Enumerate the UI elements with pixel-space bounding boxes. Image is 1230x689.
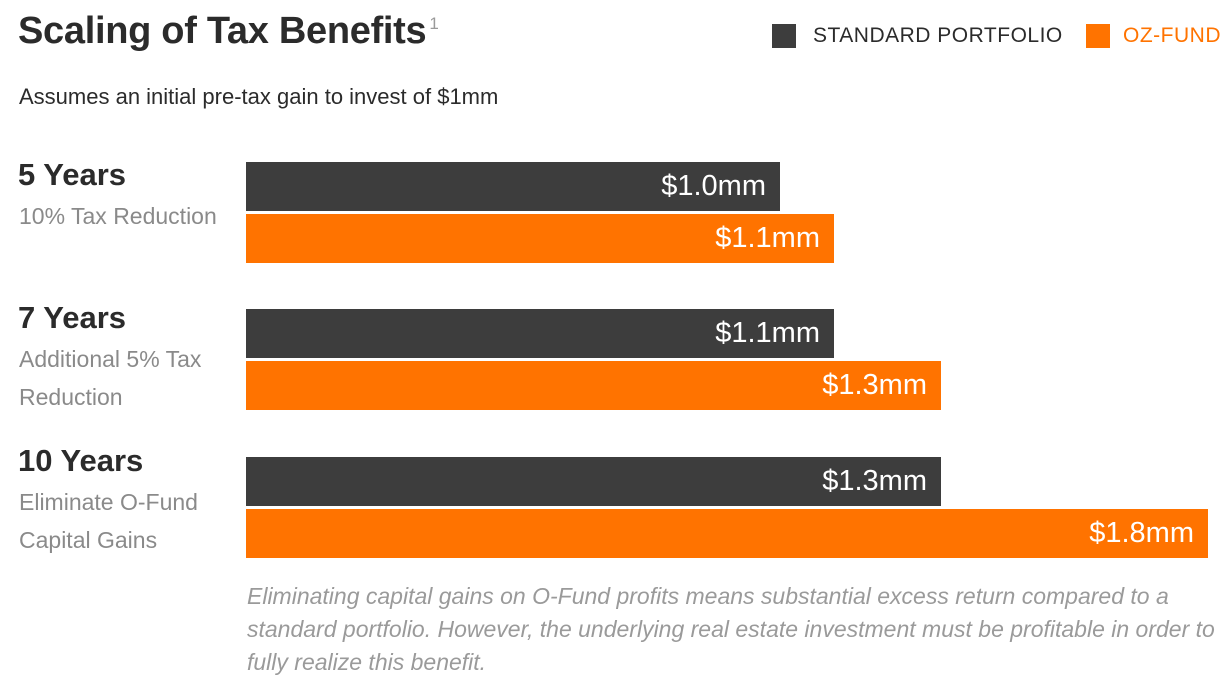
legend-swatch-standard [772, 24, 796, 48]
group-description: 10% Tax Reduction [19, 203, 217, 229]
chart-subtitle: Assumes an initial pre-tax gain to inves… [19, 84, 499, 109]
title-footnote-marker: 1 [429, 14, 439, 33]
bar-label-standard: $1.0mm [661, 170, 766, 202]
chart-title-text: Scaling of Tax Benefits [18, 10, 427, 52]
bar-label-standard: $1.1mm [715, 317, 820, 349]
chart-footnote: Eliminating capital gains on O-Fund prof… [247, 583, 1215, 675]
group-title: 5 Years [18, 157, 127, 192]
bar-ozfund [246, 361, 941, 410]
bar-label-ozfund: $1.8mm [1089, 517, 1194, 549]
bar-label-ozfund: $1.3mm [822, 369, 927, 401]
bar-label-standard: $1.3mm [822, 465, 927, 497]
chart-title: Scaling of Tax Benefits 1 [18, 10, 439, 53]
legend-label-standard: STANDARD PORTFOLIO [813, 24, 1063, 47]
group-description: Additional 5% Tax Reduction [19, 346, 202, 410]
bar-label-ozfund: $1.1mm [715, 222, 820, 254]
bar-standard [246, 309, 834, 358]
legend-item-standard: STANDARD PORTFOLIO [772, 24, 1063, 48]
bar-standard [246, 457, 941, 506]
legend-swatch-ozfund [1086, 24, 1110, 48]
group-title: 7 Years [18, 300, 127, 335]
legend-label-ozfund: OZ-FUND [1123, 24, 1221, 47]
bar-ozfund [246, 509, 1208, 558]
group-title: 10 Years [18, 443, 144, 478]
group-description: Eliminate O-Fund Capital Gains [19, 489, 198, 553]
bar-standard [246, 162, 780, 211]
bar-ozfund [246, 214, 834, 263]
legend-item-ozfund: OZ-FUND [1086, 24, 1221, 48]
